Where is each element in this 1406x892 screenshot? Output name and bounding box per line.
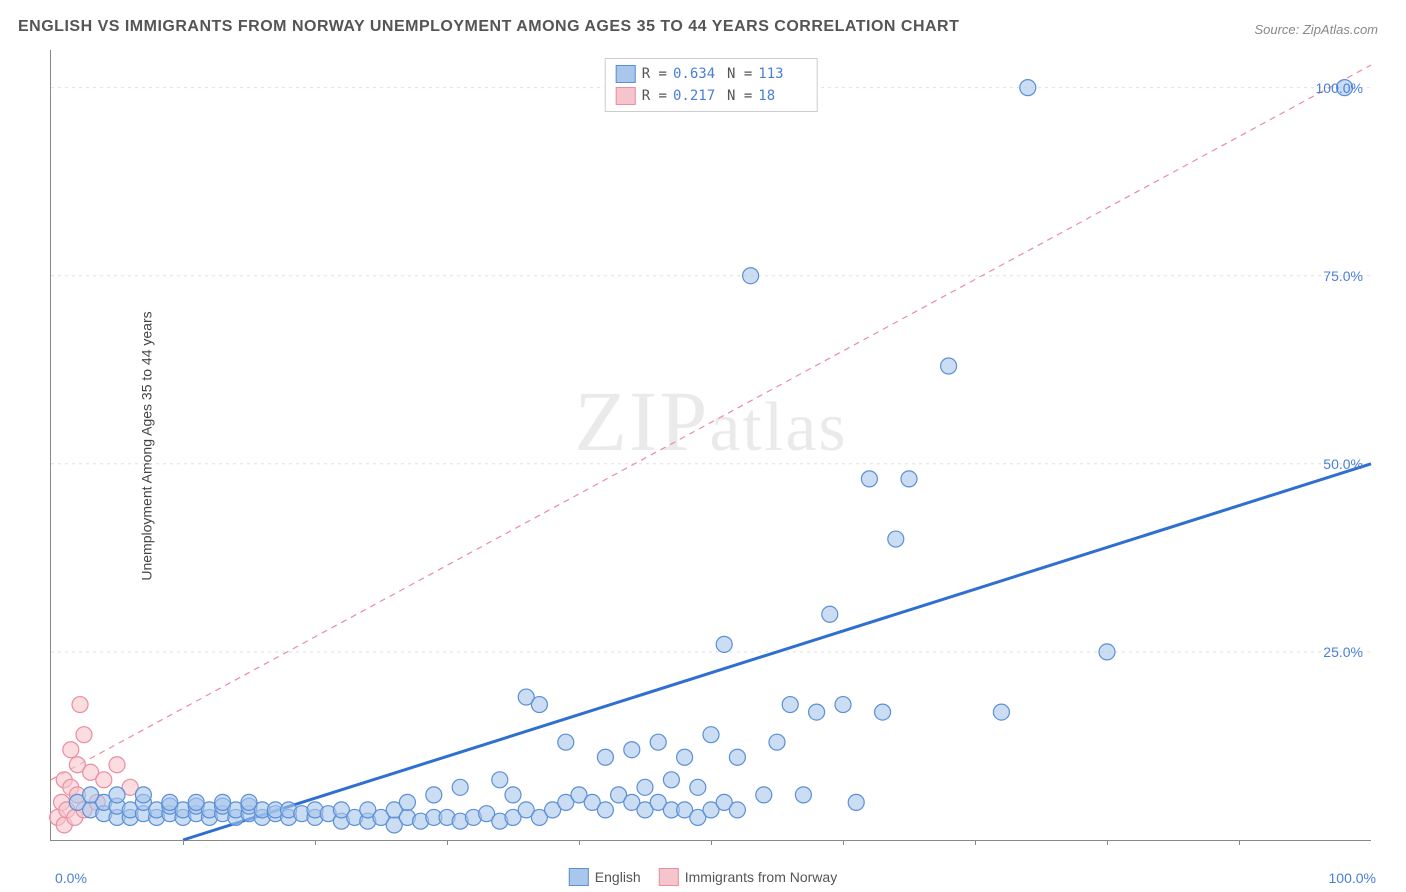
x-tick-mark [579, 840, 580, 845]
x-tick-mark [711, 840, 712, 845]
legend-swatch-icon [659, 868, 679, 886]
r-label: R = [642, 85, 667, 107]
legend-swatch-icon [616, 87, 636, 105]
n-label: N = [727, 63, 752, 85]
chart-plot-area: ZIPatlas R = 0.634 N = 113 R = 0.217 N =… [50, 50, 1371, 841]
source-attribution: Source: ZipAtlas.com [1254, 22, 1378, 37]
legend-item-english: English [569, 868, 641, 886]
x-tick-mark [843, 840, 844, 845]
n-value: 113 [758, 63, 806, 85]
y-tick-label: 50.0% [1323, 456, 1363, 472]
legend-label: English [595, 869, 641, 885]
legend-swatch-icon [569, 868, 589, 886]
r-value: 0.634 [673, 63, 721, 85]
scatter-plot-svg [51, 50, 1371, 840]
y-tick-label: 100.0% [1316, 80, 1363, 96]
x-tick-mark [315, 840, 316, 845]
x-axis-max-label: 100.0% [1329, 870, 1376, 886]
x-tick-mark [183, 840, 184, 845]
legend-label: Immigrants from Norway [685, 869, 837, 885]
correlation-legend: R = 0.634 N = 113 R = 0.217 N = 18 [605, 58, 818, 112]
series-legend: English Immigrants from Norway [569, 868, 837, 886]
y-tick-label: 25.0% [1323, 644, 1363, 660]
legend-row-english: R = 0.634 N = 113 [616, 63, 807, 85]
x-axis-min-label: 0.0% [55, 870, 87, 886]
n-value: 18 [758, 85, 806, 107]
r-label: R = [642, 63, 667, 85]
x-tick-mark [1107, 840, 1108, 845]
x-tick-mark [975, 840, 976, 845]
chart-title: ENGLISH VS IMMIGRANTS FROM NORWAY UNEMPL… [18, 18, 959, 36]
r-value: 0.217 [673, 85, 721, 107]
y-tick-label: 75.0% [1323, 268, 1363, 284]
legend-row-norway: R = 0.217 N = 18 [616, 85, 807, 107]
legend-item-norway: Immigrants from Norway [659, 868, 837, 886]
n-label: N = [727, 85, 752, 107]
x-tick-mark [447, 840, 448, 845]
x-tick-mark [1239, 840, 1240, 845]
legend-swatch-icon [616, 65, 636, 83]
